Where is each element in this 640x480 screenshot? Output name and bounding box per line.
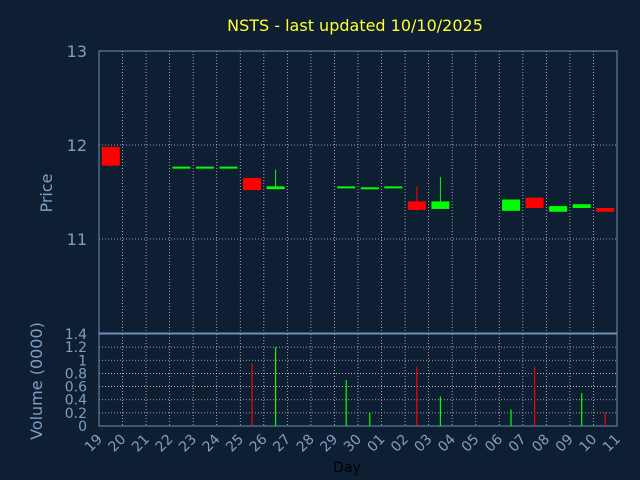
volume-tick-label: 1 [78,353,87,369]
x-tick-label: 30 [341,432,365,456]
candle-body [243,177,262,191]
candle-body [360,187,379,190]
x-tick-label: 26 [247,431,271,455]
candle-body [431,201,450,209]
candle-body [384,186,403,189]
x-tick-label: 04 [435,431,459,455]
price-tick-label: 13 [67,42,87,61]
candle-body [502,199,521,211]
volume-frame [98,333,618,427]
candle-body [549,206,568,212]
volume-axis-label: Volume (0000) [27,322,46,440]
candle-body [219,166,238,169]
x-tick-label: 22 [153,432,177,456]
volume-tick-label: 1.4 [65,327,87,343]
candle-body [337,186,356,189]
volume-tick-label: 0.8 [65,366,87,382]
candle-body [596,207,615,212]
price-panel [98,50,618,334]
volume-tick-label: 0.2 [65,406,87,422]
x-tick-label: 29 [317,432,341,456]
tick-labels: 19 20 21 22 23 24 25 26 27 28 29 30 01 02 03 04 05 06 07 08… [65,42,624,455]
volume-panel [98,333,618,427]
price-tick-label: 11 [67,230,87,249]
price-frame [98,50,618,334]
x-tick-label: 20 [105,432,129,456]
candle-body [572,204,591,208]
x-tick-label: 24 [200,431,224,455]
x-tick-label: 10 [576,432,600,456]
chart-title: NSTS - last updated 10/10/2025 [227,16,483,35]
candle-body [172,166,191,169]
price-axis-label: Price [37,173,56,212]
x-tick-label: 09 [553,432,577,456]
x-tick-label: 01 [364,432,388,456]
x-tick-label: 27 [270,432,294,456]
x-tick-label: 05 [459,432,483,456]
candle-body [525,197,544,208]
x-tick-label: 23 [176,432,200,456]
x-tick-label: 21 [129,432,153,456]
x-tick-label: 03 [412,432,436,456]
x-tick-label: 06 [482,431,506,455]
x-tick-label: 28 [294,432,318,456]
x-axis-label: Day [333,460,361,476]
x-tick-label: 08 [529,432,553,456]
volume-tick-label: 0 [78,419,87,435]
volume-bars [251,347,606,426]
volume-tick-label: 0.4 [65,393,87,409]
x-tick-label: 11 [600,432,624,456]
candle-body [101,146,120,166]
volume-tick-label: 0.6 [65,380,87,396]
x-tick-label: 19 [82,432,106,456]
x-tick-label: 25 [223,432,247,456]
grid [98,50,618,427]
volume-tick-label: 1.2 [65,340,87,356]
x-tick-label: 02 [388,432,412,456]
x-tick-label: 07 [506,432,530,456]
price-tick-label: 12 [67,136,87,155]
candle-body [266,186,285,190]
candle-body [407,201,426,210]
candles [101,146,615,212]
candle-body [195,166,214,169]
